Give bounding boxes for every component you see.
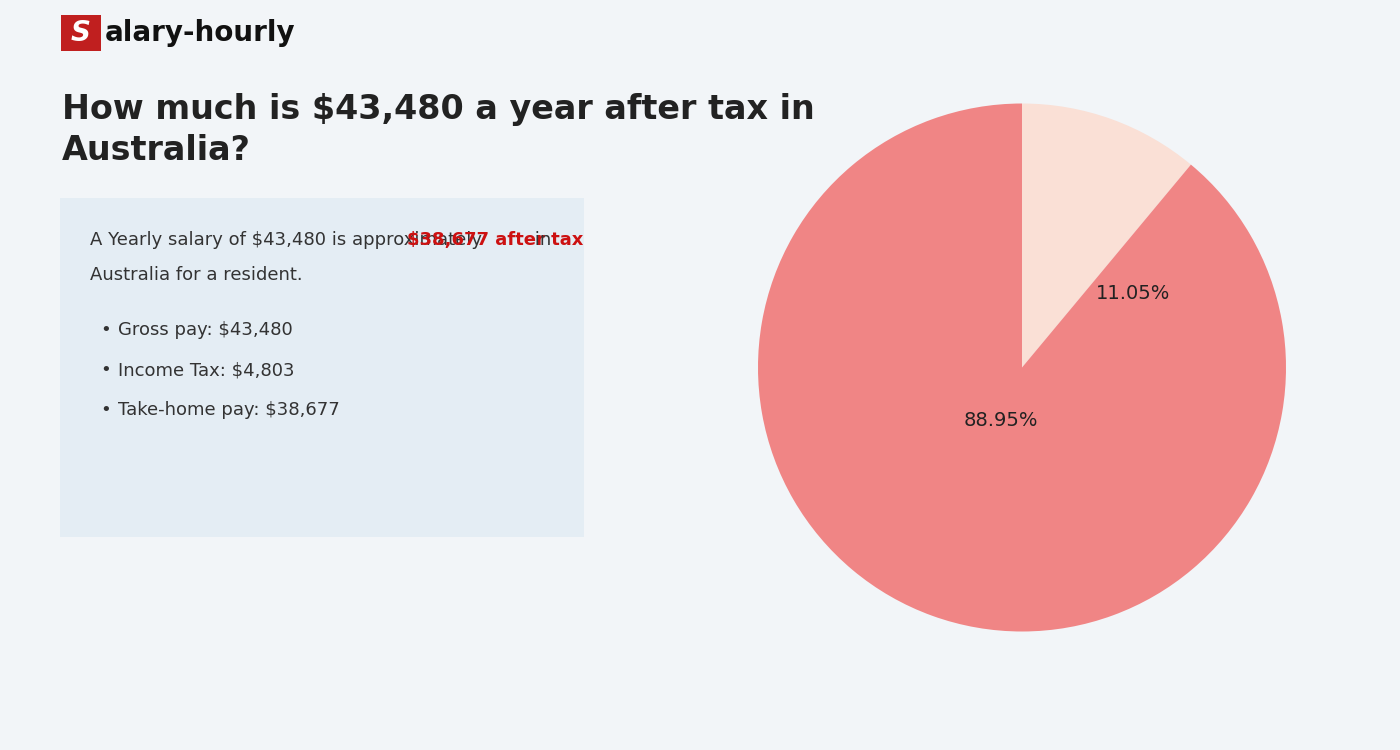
FancyBboxPatch shape xyxy=(62,15,101,51)
Text: Take-home pay: $38,677: Take-home pay: $38,677 xyxy=(118,401,340,419)
Text: alary-hourly: alary-hourly xyxy=(105,19,295,47)
Text: in: in xyxy=(529,231,552,249)
Text: •: • xyxy=(99,321,111,339)
Wedge shape xyxy=(757,104,1287,632)
Text: A Yearly salary of $43,480 is approximately: A Yearly salary of $43,480 is approximat… xyxy=(90,231,487,249)
Text: •: • xyxy=(99,401,111,419)
Text: Australia?: Australia? xyxy=(62,134,251,166)
FancyBboxPatch shape xyxy=(60,198,584,537)
Text: Australia for a resident.: Australia for a resident. xyxy=(90,266,302,284)
Text: How much is $43,480 a year after tax in: How much is $43,480 a year after tax in xyxy=(62,94,815,127)
Text: 88.95%: 88.95% xyxy=(963,411,1039,430)
Text: S: S xyxy=(71,19,91,47)
Text: $38,677 after tax: $38,677 after tax xyxy=(407,231,584,249)
Wedge shape xyxy=(1022,104,1191,368)
Text: Gross pay: $43,480: Gross pay: $43,480 xyxy=(118,321,293,339)
Text: •: • xyxy=(99,361,111,379)
Text: 11.05%: 11.05% xyxy=(1096,284,1170,303)
Text: Income Tax: $4,803: Income Tax: $4,803 xyxy=(118,361,294,379)
